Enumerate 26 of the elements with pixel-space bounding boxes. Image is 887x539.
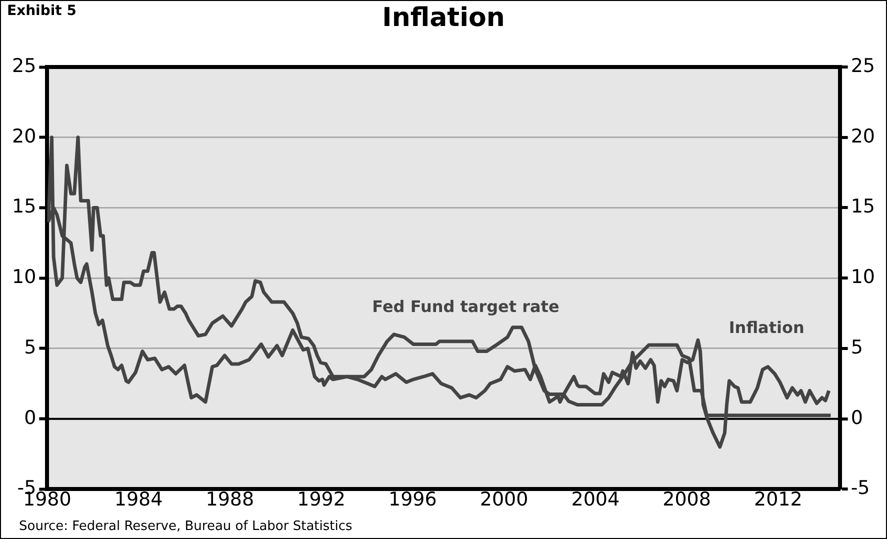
x-tick-label: 2004 <box>571 488 620 511</box>
x-tick-label: 2000 <box>480 488 528 511</box>
x-tick-label: 1992 <box>297 488 346 511</box>
x-tick-label: 2012 <box>754 488 802 511</box>
y2-tick-label: 20 <box>12 125 36 148</box>
y-tick-label: 10 <box>850 266 876 288</box>
x-tick-label: 1996 <box>388 488 437 511</box>
y-tick-label: 0 <box>850 406 863 429</box>
y2-tick-label: 5 <box>24 336 36 358</box>
series-label: Fed Fund target rate <box>372 296 560 316</box>
text: Exhibit 5 <box>7 3 76 19</box>
y2-tick-label: 25 <box>12 54 36 77</box>
x-tick-label: 2008 <box>662 488 711 511</box>
x-tick-label: 1988 <box>206 488 254 511</box>
y-tick-label: -5 <box>850 477 870 500</box>
y2-tick-label: 10 <box>12 266 36 288</box>
y2-tick-label: 15 <box>12 196 36 218</box>
source-note: Source: Federal Reserve, Bureau of Labor Statistics <box>19 519 352 534</box>
y-tick-label: 15 <box>850 196 876 218</box>
series-label: Inflation <box>728 318 804 337</box>
x-tick-label: 1984 <box>114 488 163 511</box>
y2-tick-label: 0 <box>24 406 36 429</box>
y-tick-label: 25 <box>850 54 876 77</box>
chart-title: Inflation <box>382 3 505 33</box>
y-tick-label: 5 <box>850 336 863 358</box>
y-tick-label: 20 <box>850 125 876 148</box>
